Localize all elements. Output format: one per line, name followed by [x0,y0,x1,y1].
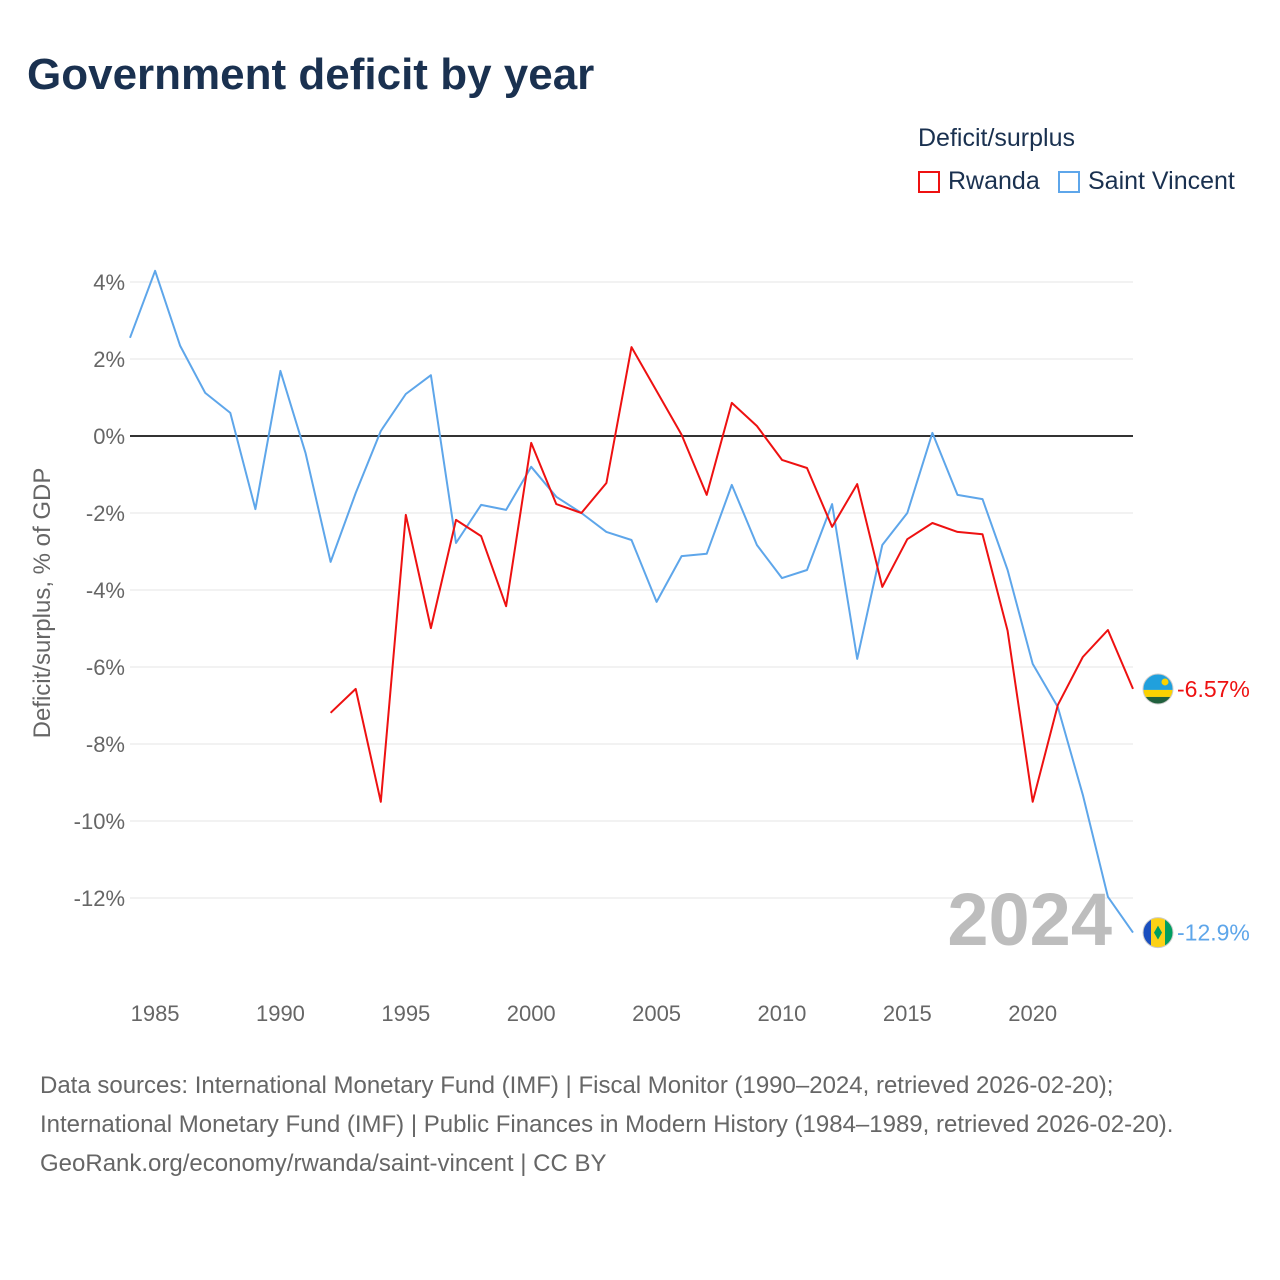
legend-item-rwanda[interactable]: Rwanda [918,167,1040,196]
credit-link[interactable]: GeoRank.org/economy/rwanda/saint-vincent… [40,1150,607,1177]
y-tick-label: -4% [86,578,125,603]
y-tick-label: -2% [86,501,125,526]
flag-stripe [1143,917,1151,948]
y-tick-label: 4% [93,270,125,295]
footer: Data sources: International Monetary Fun… [40,1066,1240,1183]
data-sources: Data sources: International Monetary Fun… [40,1072,1174,1138]
series-line-saint-vincent [129,269,1134,934]
page-title: Government deficit by year [27,50,595,99]
end-value-label: -12.9% [1177,920,1250,946]
flag-sun [1161,678,1169,686]
legend-title: Deficit/surplus [918,124,1075,152]
legend-swatch-rwanda [918,170,940,193]
legend-label: Saint Vincent [1088,167,1235,195]
flag-border [1142,673,1174,705]
y-tick-label: -10% [74,809,125,834]
x-tick-label: 2005 [632,1001,681,1026]
x-tick-label: 2015 [883,1001,932,1026]
end-value-label: -6.57% [1177,676,1250,702]
x-tick-label: 2010 [757,1001,806,1026]
flag-fill [1143,673,1173,704]
y-tick-label: 0% [93,424,125,449]
flag-stripe [1143,673,1173,690]
y-tick-label: 2% [93,347,125,372]
legend-label: Rwanda [948,167,1040,195]
y-tick-label: -8% [86,732,125,757]
flag-border [1142,917,1174,949]
x-tick-label: 1985 [131,1001,180,1026]
legend-swatch-saint-vincent [1058,170,1080,193]
flag-diamond [1154,925,1162,940]
x-tick-label: 1995 [381,1001,430,1026]
flag-icon-saint-vincent [1142,917,1174,949]
y-tick-label: -6% [86,655,125,680]
y-tick-label: -12% [74,886,125,911]
flag-stripe [1143,696,1173,704]
x-tick-label: 1990 [256,1001,305,1026]
flag-fill [1143,917,1173,948]
legend-item-saint-vincent[interactable]: Saint Vincent [1058,167,1235,196]
y-axis-label: Deficit/surplus, % of GDP [29,468,56,739]
x-tick-label: 2020 [1008,1001,1057,1026]
flag-stripe [1165,917,1173,948]
year-watermark: 2024 [947,878,1112,961]
series-line-rwanda [329,346,1134,803]
x-tick-label: 2000 [507,1001,556,1026]
flag-icon-rwanda [1142,673,1174,705]
flag-stripe [1143,689,1173,697]
